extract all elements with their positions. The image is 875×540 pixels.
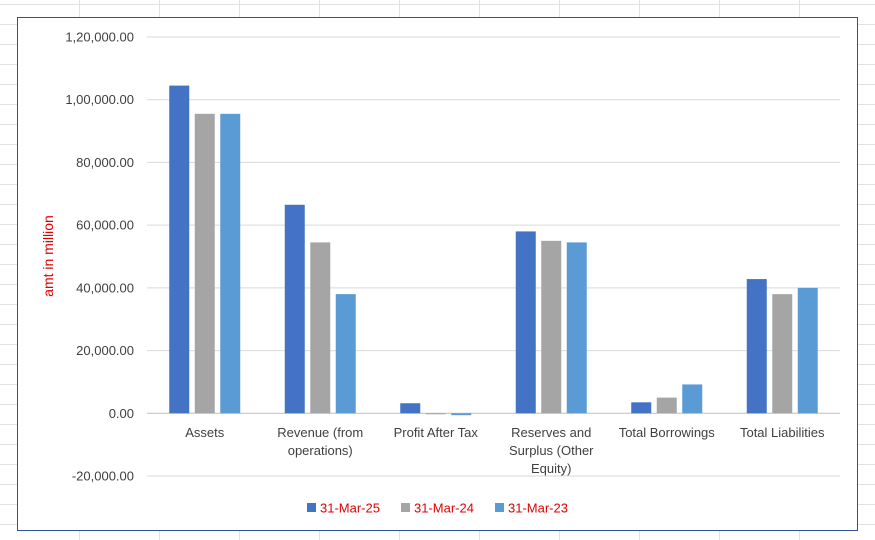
bar[interactable] [746,279,767,414]
bar[interactable] [515,231,536,414]
bar[interactable] [284,204,305,414]
y-tick-label: 60,000.00 [76,218,134,233]
bar[interactable] [566,242,587,414]
legend-label: 31-Mar-24 [414,501,474,516]
x-category-label: operations) [288,443,353,458]
x-category-label: Assets [185,425,225,440]
legend-label: 31-Mar-23 [508,501,568,516]
y-tick-label: 1,00,000.00 [65,92,134,107]
legend-swatch [495,503,504,512]
legend-swatch [307,503,316,512]
x-category-label: Total Liabilities [740,425,825,440]
bar[interactable] [631,402,652,414]
y-axis-title: amt in million [40,215,56,297]
legend-swatch [401,503,410,512]
bar[interactable] [335,294,356,414]
x-category-label: Revenue (from [277,425,363,440]
y-tick-label: 1,20,000.00 [65,30,134,45]
x-category-label: Profit After Tax [394,425,479,440]
y-tick-label: -20,000.00 [72,469,134,484]
bar[interactable] [310,242,331,414]
y-tick-label: 80,000.00 [76,155,134,170]
bar[interactable] [425,413,446,415]
chart-area[interactable] [17,17,858,531]
bar[interactable] [451,413,472,416]
bar[interactable] [400,403,421,414]
x-category-label: Reserves and [511,425,591,440]
y-tick-label: 20,000.00 [76,343,134,358]
bar[interactable] [797,287,818,414]
bar[interactable] [220,113,241,414]
legend-label: 31-Mar-25 [320,501,380,516]
bar[interactable] [541,240,562,414]
x-category-label: Total Borrowings [619,425,716,440]
bar[interactable] [169,85,190,414]
bar[interactable] [656,397,677,414]
x-category-label: Equity) [531,461,571,476]
x-category-label: Surplus (Other [509,443,594,458]
y-tick-label: 40,000.00 [76,280,134,295]
bar[interactable] [194,113,215,414]
y-tick-label: 0.00 [109,406,134,421]
bar[interactable] [682,384,703,414]
bar[interactable] [772,294,793,414]
